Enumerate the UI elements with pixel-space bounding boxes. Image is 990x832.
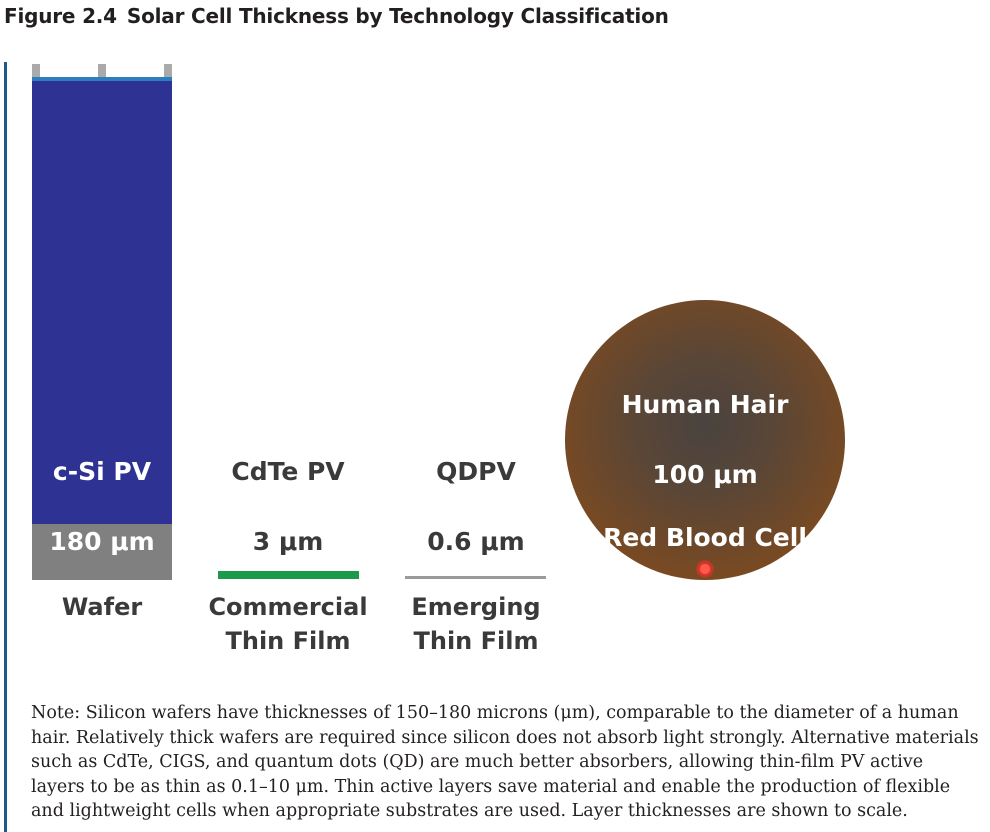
csi-wafer-bar (32, 64, 172, 580)
qdpv-value: 0.6 μm (427, 527, 525, 556)
rbc-label: Red Blood Cell 7 μm (565, 485, 845, 660)
csi-value: 180 μm (49, 527, 155, 556)
csi-active-layer (32, 81, 172, 524)
cdte-value: 3 μm (252, 527, 324, 556)
csi-substrate (32, 524, 172, 580)
figure-title-text: Solar Cell Thickness by Technology Class… (126, 4, 669, 28)
qdpv-name: QDPV (436, 457, 516, 486)
cdte-bar (218, 571, 359, 579)
category-emerging-thin-film: Emerging Thin Film (411, 593, 541, 655)
cdte-label: CdTe PV 3 μm (198, 419, 378, 594)
csi-contact-left (32, 64, 40, 78)
qdpv-bar (405, 576, 546, 579)
thickness-diagram (32, 64, 845, 580)
hair-name: Human Hair (621, 390, 789, 419)
hair-value: 100 μm (652, 460, 758, 489)
category-wafer: Wafer (61, 593, 143, 621)
qdpv-label: QDPV 0.6 μm (386, 419, 566, 594)
csi-contact-right (164, 64, 172, 78)
cdte-name: CdTe PV (231, 457, 345, 486)
figure-note: Note: Silicon wafers have thicknesses of… (31, 703, 979, 821)
hair-label: Human Hair 100 μm (565, 352, 845, 527)
frame-accent-line (4, 62, 7, 832)
category-commercial-thin-film: Commercial Thin Film (208, 593, 368, 655)
rbc-value: 7 μm (669, 593, 741, 622)
red-blood-cell-core (700, 564, 710, 574)
csi-name: c-Si PV (52, 457, 152, 486)
rbc-name: Red Blood Cell (603, 523, 807, 552)
human-hair-circle (565, 300, 845, 580)
csi-top-layer (32, 77, 172, 81)
figure-number: Figure 2.4 (4, 4, 117, 28)
csi-contact-middle (98, 64, 106, 78)
csi-label: c-Si PV 180 μm (32, 419, 172, 594)
figure-title: Figure 2.4 Solar Cell Thickness by Techno… (4, 4, 669, 28)
